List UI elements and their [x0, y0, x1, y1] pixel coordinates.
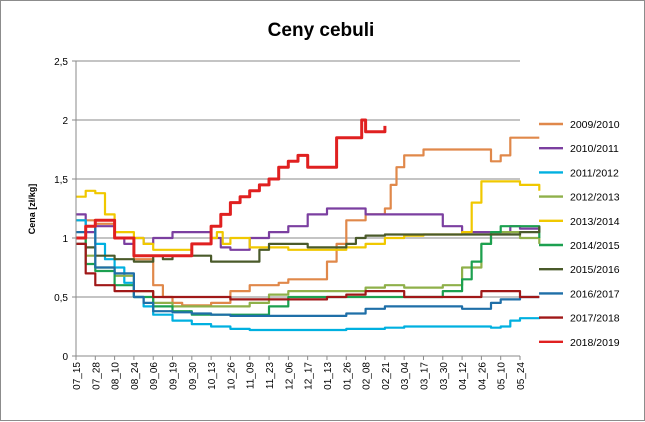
x-tick-label: 07_15: [72, 362, 83, 390]
series-line: [76, 225, 541, 316]
series-lines: [76, 118, 541, 332]
y-tick-label: 1: [62, 234, 68, 245]
series-line: [76, 219, 541, 332]
x-tick-label: 08_24: [130, 362, 141, 390]
y-tick-label: 2: [62, 116, 68, 127]
legend-label: 2010/2011: [570, 143, 619, 155]
legend: 2009/2010 2010/2011 2011/2012 2012/2013 2013…: [539, 119, 620, 349]
legend-label: 2014/2015: [570, 240, 620, 252]
x-tick-label: 11_23: [265, 362, 276, 390]
legend-label: 2011/2012: [570, 167, 619, 179]
x-tick-label: 12_17: [304, 362, 315, 390]
x-tick-label: 10_13: [207, 362, 218, 390]
series-line: [76, 118, 387, 258]
y-tick-label: 0: [62, 352, 68, 363]
x-tick-labels: 07_15 07_28 08_10 08_24 09_06 09_19 09_30 10_13…: [72, 362, 527, 390]
series-line: [76, 136, 540, 307]
x-tick-label: 03_30: [439, 362, 450, 390]
x-tick-label: 04_26: [477, 362, 488, 390]
x-tick-label: 10_26: [226, 362, 237, 390]
axes: [72, 60, 521, 360]
x-tick-label: 01_13: [323, 362, 334, 390]
x-tick-label: 01_26: [342, 362, 353, 390]
x-tick-label: 05_24: [516, 362, 527, 390]
legend-label: 2015/2016: [570, 264, 620, 276]
x-tick-label: 09_06: [149, 362, 160, 390]
y-tick-labels: 0 0,5 1 1,5 2 2,5: [54, 57, 68, 363]
chart-title: Ceny cebuli: [268, 20, 375, 41]
x-tick-label: 04_12: [458, 362, 469, 390]
y-axis-label: Cena [zł/kg]: [27, 184, 37, 235]
legend-label: 2013/2014: [570, 216, 620, 228]
x-tick-label: 02_08: [362, 362, 373, 390]
series-line: [76, 225, 540, 317]
x-tick-label: 02_21: [381, 362, 392, 390]
x-tick-label: 09_19: [169, 362, 180, 390]
x-tick-label: 12_06: [284, 362, 295, 390]
x-tick-label: 09_30: [188, 362, 199, 390]
y-tick-label: 2,5: [54, 57, 68, 68]
x-tick-label: 05_10: [497, 362, 508, 390]
series-line: [76, 226, 541, 263]
x-tick-label: 03_17: [419, 362, 430, 390]
legend-label: 2009/2010: [570, 119, 620, 131]
x-tick-label: 08_10: [111, 362, 122, 390]
legend-label: 2018/2019: [570, 337, 620, 349]
y-tick-label: 0,5: [54, 293, 68, 304]
legend-label: 2016/2017: [570, 288, 620, 300]
legend-label: 2017/2018: [570, 313, 620, 325]
series-line: [76, 180, 541, 251]
x-tick-label: 07_28: [91, 362, 102, 390]
y-tick-label: 1,5: [54, 175, 68, 186]
legend-label: 2012/2013: [570, 192, 620, 204]
x-tick-label: 03_04: [400, 362, 411, 390]
series-line: [76, 242, 540, 301]
series-line: [76, 207, 541, 251]
x-tick-label: 11_09: [246, 362, 257, 390]
